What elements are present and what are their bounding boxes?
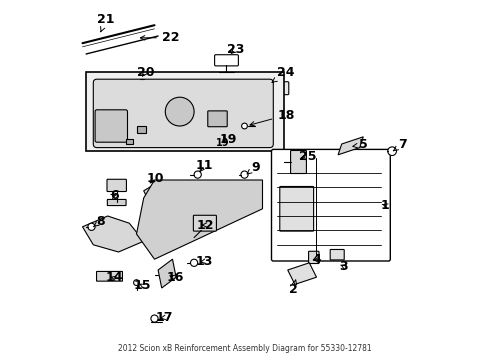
Text: 4: 4	[311, 253, 320, 266]
Text: 13: 13	[195, 255, 212, 268]
FancyBboxPatch shape	[107, 199, 126, 206]
FancyBboxPatch shape	[93, 79, 273, 148]
FancyBboxPatch shape	[329, 249, 344, 260]
FancyBboxPatch shape	[271, 149, 389, 261]
Text: 15: 15	[133, 279, 150, 292]
FancyBboxPatch shape	[290, 150, 306, 174]
Polygon shape	[337, 137, 363, 155]
Circle shape	[88, 223, 95, 230]
FancyBboxPatch shape	[193, 215, 216, 231]
Text: 23: 23	[226, 43, 244, 56]
Circle shape	[194, 171, 201, 178]
Text: 25: 25	[298, 150, 316, 163]
Polygon shape	[82, 216, 143, 252]
Text: 7: 7	[392, 138, 407, 151]
FancyBboxPatch shape	[207, 111, 227, 127]
Text: 16: 16	[166, 271, 183, 284]
Text: 12: 12	[196, 219, 213, 231]
Text: 18: 18	[249, 109, 294, 126]
FancyBboxPatch shape	[279, 186, 313, 231]
Text: 11: 11	[195, 159, 212, 172]
Text: 14: 14	[105, 271, 122, 284]
Text: 17: 17	[156, 311, 173, 324]
FancyBboxPatch shape	[95, 110, 127, 142]
Text: 20: 20	[137, 66, 154, 78]
FancyBboxPatch shape	[86, 72, 284, 151]
Circle shape	[165, 97, 194, 126]
Text: 6: 6	[110, 189, 119, 202]
FancyBboxPatch shape	[96, 271, 122, 281]
Text: 22: 22	[140, 31, 179, 44]
Circle shape	[190, 259, 197, 266]
FancyBboxPatch shape	[107, 179, 126, 192]
Polygon shape	[287, 263, 316, 284]
Text: 5: 5	[352, 138, 367, 151]
Text: 24: 24	[271, 66, 294, 82]
Polygon shape	[136, 180, 262, 259]
Circle shape	[136, 75, 144, 84]
Text: 1: 1	[380, 199, 388, 212]
Text: 19: 19	[216, 138, 229, 148]
Circle shape	[133, 280, 139, 285]
Text: 9: 9	[246, 161, 259, 174]
FancyBboxPatch shape	[257, 82, 288, 95]
FancyBboxPatch shape	[308, 251, 318, 264]
Bar	[136, 126, 145, 133]
Text: 2012 Scion xB Reinforcement Assembly Diagram for 55330-12781: 2012 Scion xB Reinforcement Assembly Dia…	[118, 344, 370, 353]
Bar	[125, 139, 133, 144]
Text: 21: 21	[97, 13, 114, 32]
Text: 8: 8	[93, 215, 104, 228]
Circle shape	[151, 315, 158, 322]
Text: 3: 3	[339, 260, 347, 273]
Polygon shape	[143, 180, 165, 198]
FancyBboxPatch shape	[214, 55, 238, 66]
Text: 2: 2	[288, 280, 297, 296]
Circle shape	[241, 123, 247, 129]
Polygon shape	[158, 259, 176, 288]
Circle shape	[241, 171, 247, 178]
Circle shape	[387, 147, 396, 156]
Text: 10: 10	[146, 172, 164, 185]
Text: 19: 19	[219, 133, 237, 146]
